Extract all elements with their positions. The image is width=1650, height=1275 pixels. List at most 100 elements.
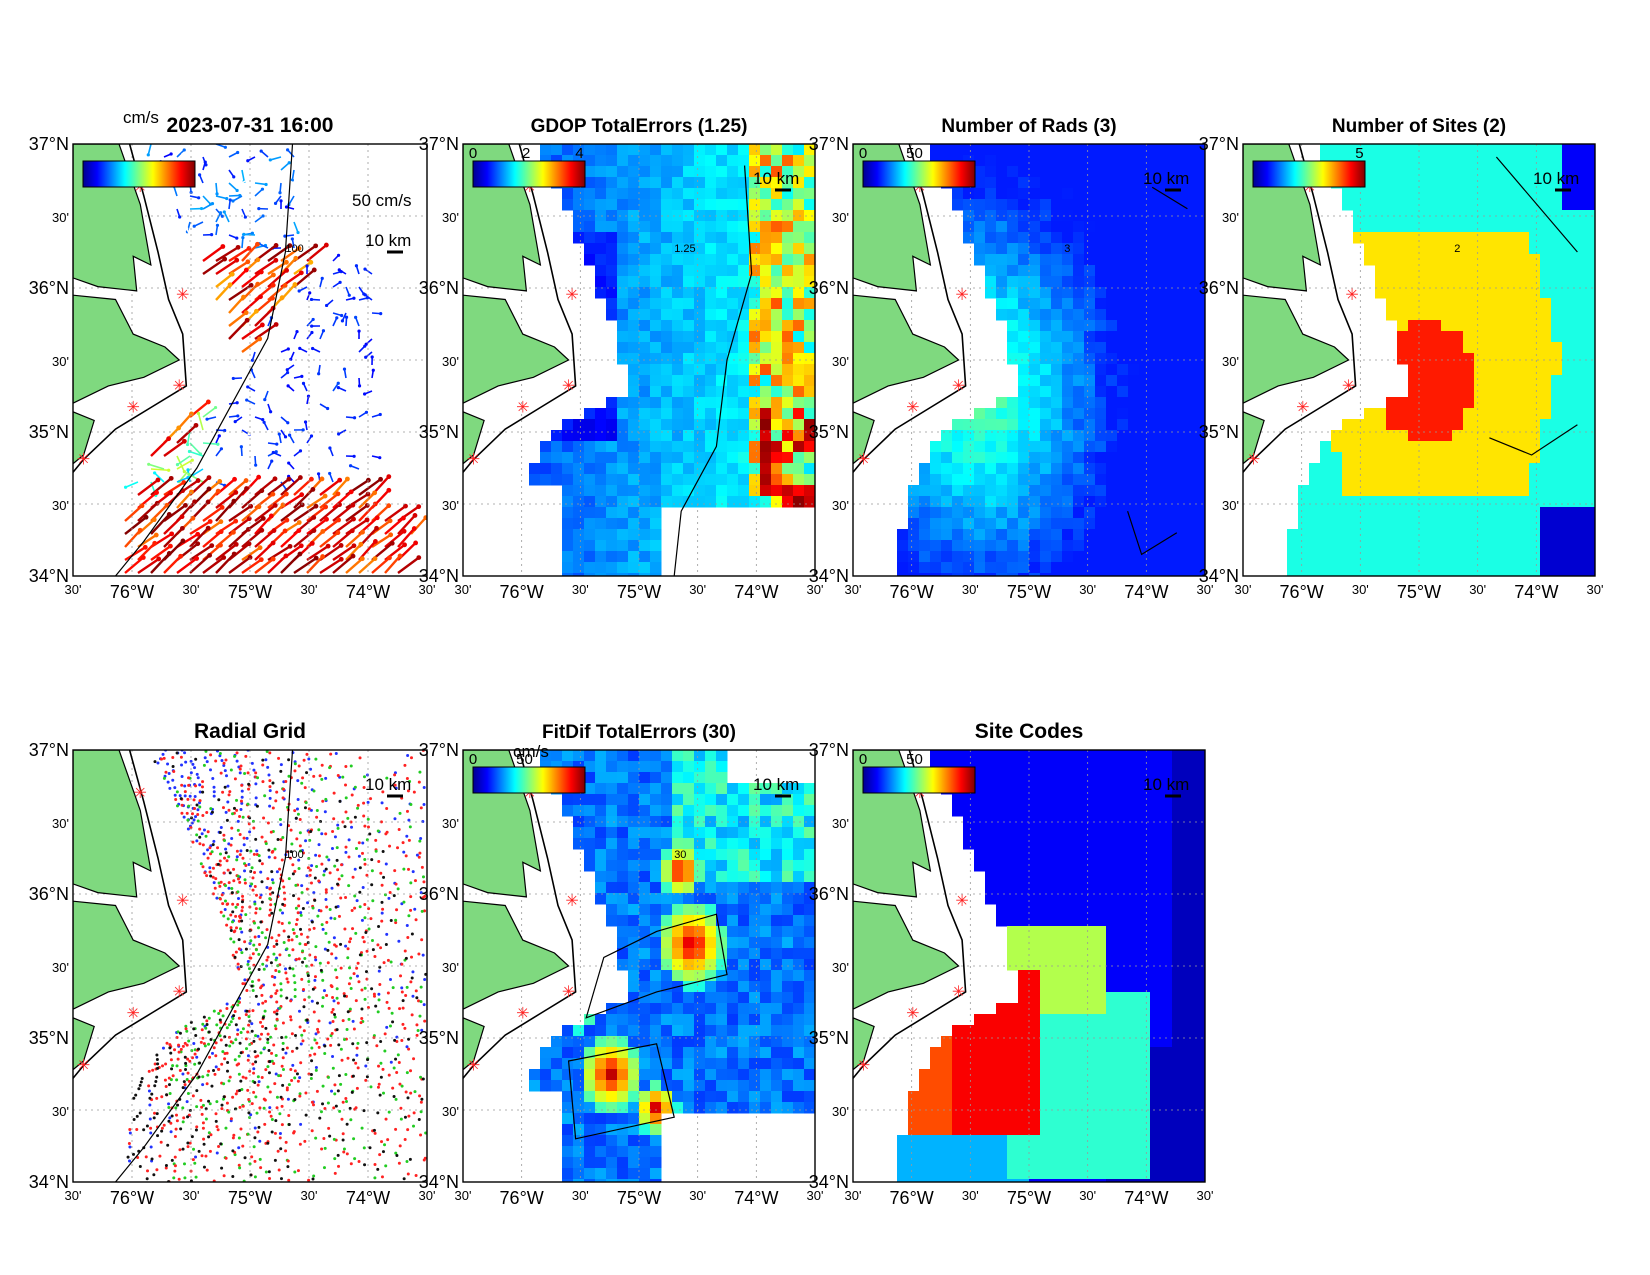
field-cell (1540, 331, 1552, 343)
field-cell (897, 529, 909, 541)
field-cell (672, 144, 684, 156)
radial-point (260, 993, 264, 997)
radial-point (213, 1072, 217, 1076)
radial-point (202, 763, 206, 767)
field-cell (985, 144, 997, 156)
radial-point (317, 843, 321, 847)
field-cell (1518, 485, 1530, 497)
panel-plot-area: 100✳✳✳✳✳ (73, 750, 427, 1182)
field-cell (529, 463, 541, 475)
radial-point (421, 875, 425, 879)
current-vector (376, 283, 380, 287)
current-vector (176, 149, 185, 158)
land-mass (853, 411, 875, 465)
current-vector (378, 412, 382, 417)
field-cell (1029, 342, 1041, 354)
field-cell (1386, 485, 1398, 497)
current-vector (260, 198, 264, 202)
current-vector (274, 450, 278, 454)
radial-point (243, 869, 247, 873)
field-cell (1172, 364, 1184, 376)
field-cell (683, 243, 695, 255)
field-cell (1474, 265, 1486, 277)
field-cell (1485, 188, 1497, 200)
current-vector (166, 436, 172, 442)
radial-point (194, 784, 198, 788)
current-vector (345, 493, 369, 510)
current-vector (261, 214, 265, 218)
current-vector (215, 195, 227, 200)
field-cell (595, 177, 607, 189)
field-cell (595, 551, 607, 563)
field-cell (1051, 507, 1063, 519)
field-cell (1397, 496, 1409, 508)
field-cell (1073, 364, 1085, 376)
land-mass (853, 294, 960, 404)
current-vector (228, 296, 245, 314)
radial-point (419, 1075, 423, 1079)
field-cell (1573, 331, 1585, 343)
field-cell (1441, 375, 1453, 387)
current-vector (139, 503, 145, 509)
field-cell (1161, 540, 1173, 552)
field-cell (606, 144, 618, 156)
field-cell (1441, 320, 1453, 332)
field-cell (694, 364, 706, 376)
field-cell (1430, 474, 1442, 486)
radial-point (208, 846, 212, 850)
map-panel-nrads: 3✳✳✳✳✳37°N30'36°N30'35°N30'34°N30'76°W30… (809, 116, 1214, 602)
field-cell (1128, 408, 1140, 420)
field-cell (727, 254, 739, 266)
field-cell (1139, 309, 1151, 321)
field-cell (628, 342, 640, 354)
field-cell (897, 573, 909, 576)
radial-point (209, 852, 213, 856)
field-cell (1474, 166, 1486, 178)
radial-point (349, 764, 353, 768)
field-cell (1408, 386, 1420, 398)
field-cell (1419, 551, 1431, 563)
field-cell (606, 265, 618, 277)
radial-point (260, 835, 264, 839)
field-cell (1194, 320, 1205, 332)
current-vector (338, 366, 342, 370)
radial-point (304, 1091, 308, 1095)
field-cell (540, 463, 552, 475)
field-cell (595, 430, 607, 442)
field-cell (694, 430, 706, 442)
field-cell (1408, 364, 1420, 376)
current-vector (176, 424, 197, 444)
radial-point (400, 962, 404, 966)
field-cell (793, 166, 805, 178)
current-vector (202, 258, 226, 275)
radial-point (151, 1068, 155, 1072)
current-vector (328, 471, 332, 476)
field-cell (1474, 496, 1486, 508)
field-cell (1573, 188, 1585, 200)
field-cell (1062, 485, 1074, 497)
field-cell (1463, 177, 1475, 189)
current-vector (370, 355, 374, 359)
field-cell (617, 397, 629, 409)
current-vector (242, 383, 247, 387)
field-cell (1309, 507, 1321, 519)
current-vector (235, 244, 241, 250)
field-cell (1007, 331, 1019, 343)
field-cell (1408, 540, 1420, 552)
field-cell (985, 540, 997, 552)
field-cell (584, 221, 596, 233)
current-vector (319, 558, 342, 575)
field-cell (1183, 144, 1195, 156)
current-vector (288, 306, 292, 310)
field-cell (1117, 221, 1129, 233)
field-cell (1485, 562, 1497, 574)
radial-point (279, 982, 283, 986)
field-cell (919, 474, 931, 486)
radial-point (300, 884, 304, 888)
field-cell (1529, 254, 1541, 266)
field-cell (1430, 364, 1442, 376)
radial-point (347, 1017, 351, 1021)
radial-point (287, 877, 291, 881)
field-cell (1194, 408, 1205, 420)
field-cell (1474, 364, 1486, 376)
